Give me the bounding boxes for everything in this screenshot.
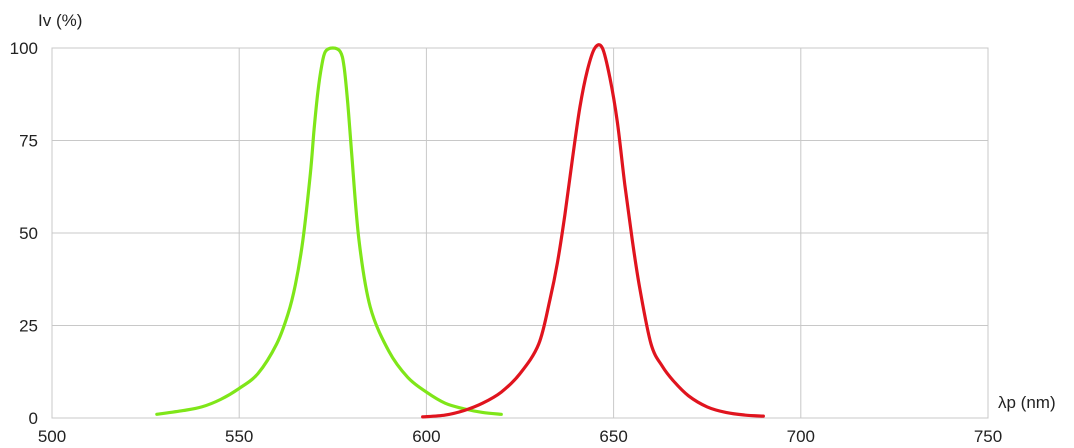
x-tick-label: 500 (38, 427, 66, 446)
x-tick-label: 600 (412, 427, 440, 446)
x-tick-label: 750 (974, 427, 1002, 446)
series-line-0 (155, 46, 503, 416)
series-line-1 (421, 43, 765, 419)
x-tick-label: 650 (599, 427, 627, 446)
y-tick-label: 25 (19, 317, 38, 336)
y-tick-label: 0 (29, 409, 38, 428)
y-tick-label: 75 (19, 132, 38, 151)
tick-labels: 500 550 600 650 700 750 0 25 50 75 100 (10, 39, 1003, 446)
x-tick-label: 700 (787, 427, 815, 446)
plot-frame (51, 47, 989, 419)
y-tick-label: 100 (10, 39, 38, 58)
series-group (155, 43, 765, 419)
x-tick-label: 550 (225, 427, 253, 446)
grid (52, 48, 988, 418)
y-axis-label: Iv (%) (38, 11, 82, 30)
y-tick-label: 50 (19, 224, 38, 243)
x-axis-label: λp (nm) (998, 393, 1056, 412)
